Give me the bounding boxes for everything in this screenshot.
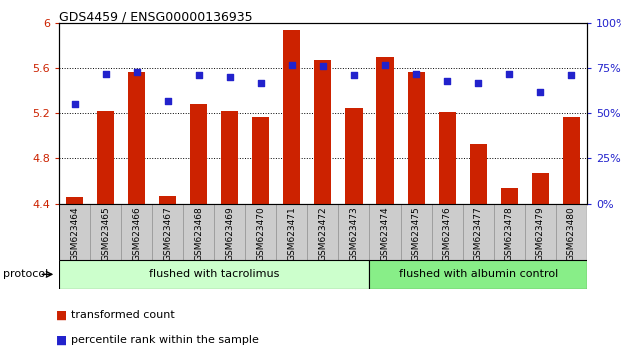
Point [380,62,390,67]
Bar [183,204,214,260]
Point [318,63,328,69]
Point [566,73,576,78]
Point [256,80,266,85]
Text: GSM623476: GSM623476 [443,206,451,261]
Point [473,80,483,85]
Bar [338,204,369,260]
Text: flushed with albumin control: flushed with albumin control [399,269,558,279]
Text: ■: ■ [56,333,67,346]
Bar [90,204,121,260]
Text: protocol: protocol [3,269,48,279]
Bar [252,117,270,204]
Point [442,78,452,84]
Text: GSM623475: GSM623475 [412,206,420,261]
Bar [128,72,145,204]
Bar [563,117,580,204]
Bar [556,204,587,260]
Bar [469,144,487,204]
Bar [501,188,518,204]
Point [504,71,514,76]
Bar [376,57,394,204]
Text: GSM623477: GSM623477 [474,206,483,261]
Text: percentile rank within the sample: percentile rank within the sample [71,335,260,345]
Text: GSM623466: GSM623466 [132,206,141,261]
Bar [525,204,556,260]
Bar [121,204,152,260]
Text: GSM623470: GSM623470 [256,206,265,261]
Text: GSM623464: GSM623464 [70,206,79,261]
Text: GSM623480: GSM623480 [567,206,576,261]
Point [535,89,545,95]
Text: GSM623471: GSM623471 [288,206,296,261]
Bar [345,108,363,204]
Bar [245,204,276,260]
Bar [438,112,456,204]
Point [287,62,297,67]
Bar [66,197,83,204]
Bar [532,173,549,204]
Bar [407,72,425,204]
Bar [283,30,301,204]
Text: GSM623472: GSM623472 [319,206,327,261]
Text: GSM623473: GSM623473 [350,206,358,261]
Bar [369,204,401,260]
Text: ■: ■ [56,309,67,321]
Bar [432,204,463,260]
Point [70,101,79,107]
Text: GSM623465: GSM623465 [101,206,110,261]
Bar [221,111,238,204]
Point [349,73,359,78]
Text: GSM623479: GSM623479 [536,206,545,261]
Bar [314,60,332,204]
Bar [159,196,176,204]
Point [101,71,111,76]
Bar [190,104,207,204]
Bar [401,204,432,260]
Text: flushed with tacrolimus: flushed with tacrolimus [149,269,279,279]
Bar [59,260,369,289]
Point [225,74,235,80]
Bar [97,111,114,204]
Text: transformed count: transformed count [71,310,175,320]
Text: GSM623467: GSM623467 [163,206,172,261]
Point [411,71,421,76]
Text: GSM623474: GSM623474 [381,206,389,261]
Bar [307,204,338,260]
Bar [59,204,90,260]
Text: GSM623468: GSM623468 [194,206,203,261]
Text: GDS4459 / ENSG00000136935: GDS4459 / ENSG00000136935 [59,11,253,24]
Point [132,69,142,75]
Point [194,73,204,78]
Text: GSM623469: GSM623469 [225,206,234,261]
Bar [463,204,494,260]
Bar [152,204,183,260]
Bar [276,204,307,260]
Bar [494,204,525,260]
Point [163,98,173,103]
Bar [369,260,587,289]
Bar [214,204,245,260]
Text: GSM623478: GSM623478 [505,206,514,261]
